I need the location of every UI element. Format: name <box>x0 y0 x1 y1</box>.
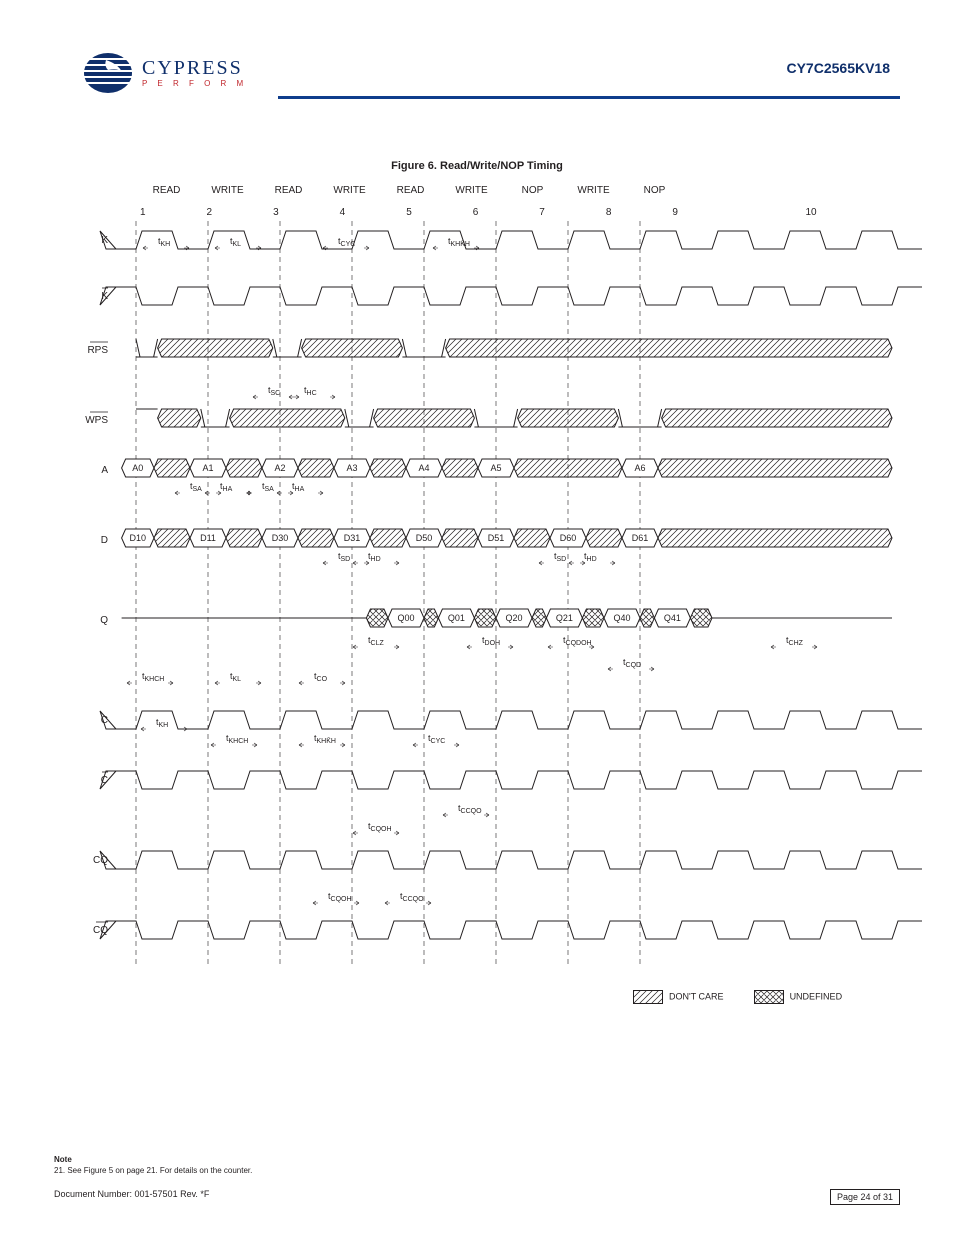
svg-text:Q: Q <box>100 615 108 626</box>
svg-text:D60: D60 <box>560 533 577 543</box>
svg-text:Q01: Q01 <box>448 613 465 623</box>
svg-text:tCO: tCO <box>314 671 328 683</box>
svg-text:A2: A2 <box>274 463 285 473</box>
svg-text:tKHCH: tKHCH <box>226 733 248 745</box>
svg-text:Q00: Q00 <box>397 613 414 623</box>
svg-text:tDOH: tDOH <box>482 635 500 647</box>
svg-text:tCYC: tCYC <box>338 236 355 248</box>
svg-text:tKL: tKL <box>230 236 241 248</box>
footer-page: Page 24 of 31 <box>830 1189 900 1205</box>
svg-text:tCQOH: tCQOH <box>368 821 392 833</box>
svg-text:tSA: tSA <box>190 481 202 493</box>
legend-dontcare-swatch <box>633 990 663 1004</box>
svg-text:D61: D61 <box>632 533 649 543</box>
svg-text:WPS: WPS <box>85 415 108 426</box>
svg-text:A4: A4 <box>418 463 429 473</box>
logo-globe-icon <box>80 50 136 96</box>
svg-text:D11: D11 <box>200 533 216 543</box>
svg-text:tCQDOH: tCQDOH <box>563 635 592 647</box>
svg-text:D: D <box>101 535 108 546</box>
svg-text:D31: D31 <box>344 533 361 543</box>
svg-text:D30: D30 <box>272 533 289 543</box>
svg-text:tCQOH: tCQOH <box>328 891 352 903</box>
svg-text:tKHCH: tKHCH <box>142 671 164 683</box>
legend: DON'T CARE UNDEFINED <box>633 990 842 1004</box>
svg-text:Q21: Q21 <box>556 613 573 623</box>
svg-text:tSA: tSA <box>262 481 274 493</box>
svg-text:D50: D50 <box>416 533 433 543</box>
logo-company-name: CYPRESS <box>142 58 247 78</box>
timing-diagram-svg: KtKHtKLtCYCtKHK̄HKRPSWPStSCtHCAA0A1A2A3A… <box>88 185 868 1025</box>
svg-text:tKH: tKH <box>158 236 170 248</box>
svg-text:RPS: RPS <box>87 345 108 356</box>
svg-text:tKH: tKH <box>156 717 168 729</box>
svg-text:tCCQO: tCCQO <box>458 803 482 815</box>
svg-text:tSC: tSC <box>268 385 280 397</box>
svg-text:tHD: tHD <box>368 551 381 563</box>
svg-text:D51: D51 <box>488 533 505 543</box>
svg-text:tKHK̄H: tKHK̄H <box>314 733 336 745</box>
svg-text:A: A <box>101 465 108 476</box>
note-title: Note <box>54 1155 252 1164</box>
svg-text:tSD: tSD <box>338 551 350 563</box>
logo-tagline: P E R F O R M <box>142 80 247 88</box>
svg-text:A6: A6 <box>634 463 645 473</box>
svg-text:tCHZ: tCHZ <box>786 635 804 647</box>
svg-text:D10: D10 <box>130 533 147 543</box>
svg-text:Q40: Q40 <box>613 613 630 623</box>
svg-text:tKL: tKL <box>230 671 241 683</box>
svg-text:A3: A3 <box>346 463 357 473</box>
svg-text:A5: A5 <box>490 463 501 473</box>
svg-text:CQ: CQ <box>93 925 108 936</box>
svg-text:tCCQO: tCCQO <box>400 891 424 903</box>
svg-text:tHA: tHA <box>220 481 233 493</box>
svg-text:A1: A1 <box>202 463 213 473</box>
svg-text:Q41: Q41 <box>664 613 681 623</box>
svg-text:tCLZ: tCLZ <box>368 635 384 647</box>
notes: Note 21. See Figure 5 on page 21. For de… <box>54 1155 252 1175</box>
svg-text:tCQD: tCQD <box>623 657 641 669</box>
svg-text:tHC: tHC <box>304 385 317 397</box>
svg-text:tCYC: tCYC <box>428 733 445 745</box>
header-rule <box>278 96 900 99</box>
svg-text:tHA: tHA <box>292 481 305 493</box>
legend-dontcare-label: DON'T CARE <box>669 991 724 1001</box>
legend-undefined-label: UNDEFINED <box>790 991 843 1001</box>
svg-text:tHD: tHD <box>584 551 597 563</box>
figure-title: Figure 6. Read/Write/NOP Timing <box>0 160 954 172</box>
svg-text:Q20: Q20 <box>505 613 522 623</box>
note-text: 21. See Figure 5 on page 21. For details… <box>54 1166 252 1175</box>
svg-text:tKHK̄H: tKHK̄H <box>448 236 470 248</box>
logo: CYPRESS P E R F O R M <box>80 50 247 96</box>
svg-text:tSD: tSD <box>554 551 566 563</box>
part-number: CY7C2565KV18 <box>786 60 890 76</box>
svg-text:CQ: CQ <box>93 855 108 866</box>
footer-docnum: Document Number: 001-57501 Rev. *F <box>54 1189 209 1199</box>
svg-text:A0: A0 <box>132 463 143 473</box>
legend-undefined-swatch <box>754 990 784 1004</box>
timing-diagram: READWRITEREADWRITEREADWRITENOPWRITENOP 1… <box>88 185 868 1025</box>
